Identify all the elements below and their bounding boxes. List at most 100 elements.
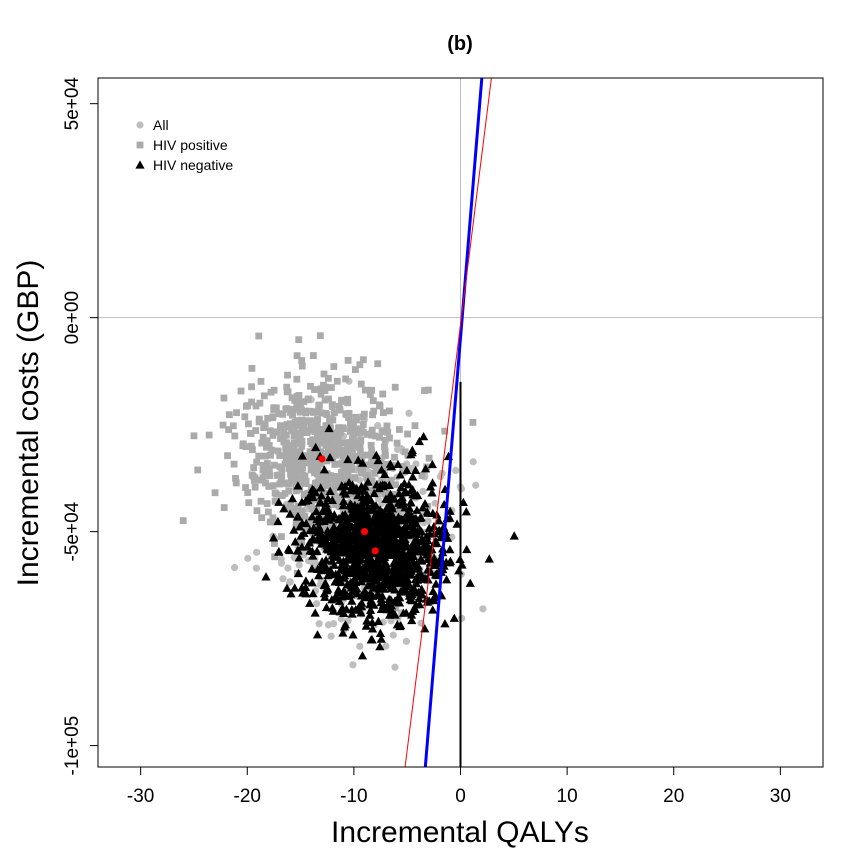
legend-item: HIV negative: [135, 157, 233, 173]
legend: All HIV positive HIV negative: [135, 117, 233, 173]
data-point: [403, 530, 413, 539]
data-point: [429, 553, 439, 562]
data-point: [399, 469, 407, 476]
data-point: [411, 422, 419, 430]
data-point: [245, 499, 253, 507]
data-point: [350, 434, 357, 441]
data-point: [265, 465, 273, 473]
data-point: [359, 356, 367, 364]
data-point: [420, 464, 431, 473]
data-point: [299, 471, 307, 479]
data-point: [312, 600, 321, 608]
data-point: [319, 450, 327, 458]
data-point: [287, 493, 298, 503]
data-point: [311, 386, 318, 393]
data-point: [271, 553, 279, 561]
data-point: [338, 556, 349, 565]
data-point: [334, 596, 345, 605]
data-point: [302, 527, 310, 535]
data-point: [295, 462, 302, 470]
data-point: [363, 493, 373, 502]
data-point: [369, 488, 379, 498]
data-point: [391, 453, 398, 461]
data-point: [264, 414, 272, 422]
data-point: [314, 570, 324, 580]
data-point: [407, 595, 417, 605]
data-point: [261, 420, 269, 428]
data-point: [379, 428, 387, 435]
data-point: [278, 465, 286, 473]
data-point: [295, 522, 305, 531]
data-point: [327, 512, 337, 521]
data-point: [422, 531, 432, 540]
data-point: [428, 586, 438, 595]
data-point: [358, 469, 366, 477]
legend-marker-circle: [136, 121, 144, 129]
data-point: [255, 332, 263, 340]
data-point: [344, 412, 352, 420]
data-point: [345, 565, 355, 574]
data-point: [248, 364, 256, 372]
data-point: [428, 605, 438, 614]
data-point: [339, 622, 350, 631]
data-point: [414, 593, 424, 603]
data-point: [250, 464, 258, 471]
data-point: [353, 497, 361, 505]
data-point: [293, 417, 301, 424]
data-point: [287, 462, 294, 470]
data-point: [313, 564, 323, 574]
data-point: [333, 585, 344, 594]
data-point: [286, 578, 294, 586]
data-point: [393, 439, 401, 447]
data-point: [302, 452, 310, 460]
data-point: [393, 512, 404, 521]
data-point: [233, 409, 240, 417]
data-point: [351, 474, 359, 481]
data-point: [429, 521, 439, 531]
data-point: [395, 593, 405, 602]
data-point: [371, 469, 379, 477]
data-point: [407, 615, 417, 625]
data-point: [374, 360, 382, 368]
data-point: [310, 608, 320, 617]
data-point: [257, 497, 265, 505]
data-point: [328, 475, 335, 483]
data-point: [353, 455, 363, 464]
data-point: [224, 452, 231, 460]
data-point: [347, 423, 354, 431]
data-point: [248, 398, 255, 406]
data-point: [274, 546, 284, 556]
data-point: [315, 498, 325, 507]
data-point: [297, 451, 307, 460]
data-point: [434, 516, 444, 525]
data-point: [328, 535, 339, 545]
data-point: [395, 621, 405, 631]
data-point: [311, 428, 319, 435]
mean-points: [318, 455, 379, 555]
data-point: [396, 482, 406, 491]
data-point: [373, 455, 383, 465]
data-point: [312, 417, 320, 425]
data-point: [404, 503, 415, 512]
data-point: [431, 537, 441, 546]
data-point: [354, 452, 362, 460]
data-point: [328, 384, 335, 391]
data-point: [334, 475, 342, 483]
data-point: [285, 509, 295, 518]
data-point: [286, 420, 294, 428]
data-point: [338, 628, 348, 637]
data-point: [399, 463, 407, 470]
data-point: [276, 480, 284, 488]
data-point: [368, 447, 376, 455]
data-point: [376, 433, 383, 441]
data-point: [297, 403, 304, 411]
data-point: [286, 589, 296, 598]
data-point: [376, 401, 383, 409]
data-point: [339, 424, 347, 432]
data-point: [297, 583, 307, 592]
legend-marker-square: [136, 141, 144, 149]
data-point: [380, 528, 390, 537]
data-point: [330, 429, 338, 437]
data-point: [336, 429, 344, 437]
data-point: [327, 415, 335, 423]
